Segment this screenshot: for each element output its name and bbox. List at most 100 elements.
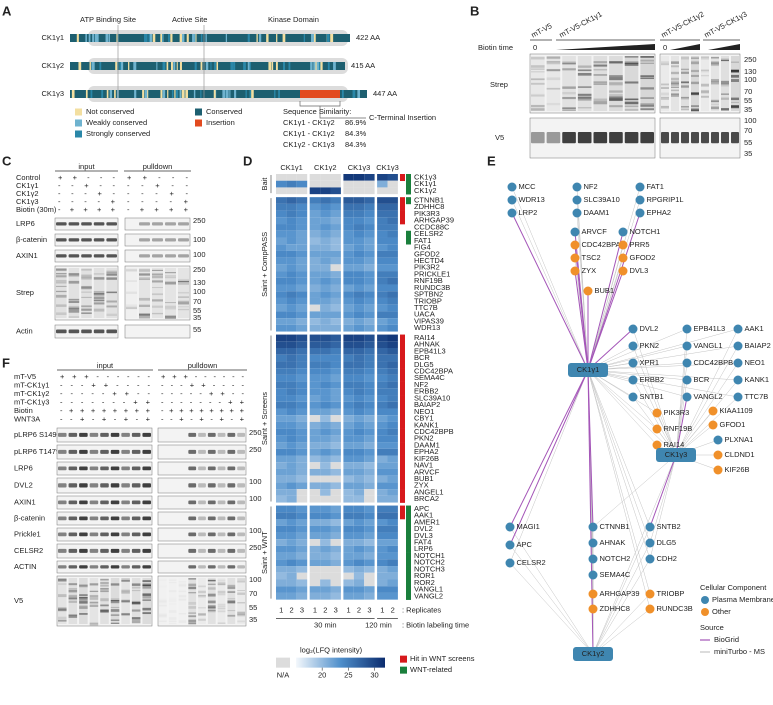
heatmap-cell (320, 297, 331, 305)
heatmap-cell (296, 442, 308, 449)
flag-wnt (406, 592, 411, 600)
heatmap-cell (286, 468, 297, 476)
gene-label: RUNDC3B (414, 283, 450, 292)
heatmap-cell (309, 197, 321, 204)
heatmap-cell (320, 428, 331, 436)
miniturbo-edge (675, 379, 688, 456)
heatmap-cell (364, 489, 375, 496)
heatmap-cell (309, 572, 321, 580)
heatmap-cell (343, 277, 354, 285)
blot-band (207, 432, 216, 437)
heatmap-cell (330, 257, 341, 265)
heatmap-cell (330, 230, 341, 238)
node-label: SEMA4C (600, 570, 631, 579)
conservation-stripe (181, 34, 185, 42)
mw-marker: 35 (744, 149, 752, 158)
group-label: Bait (260, 177, 269, 191)
blot-band (207, 607, 216, 609)
heatmap-cell (286, 421, 297, 429)
gene-label: CDC42BPB (414, 427, 454, 436)
blot-label: LRP6 (16, 219, 35, 228)
blot-smear (671, 56, 679, 111)
heatmap-cell (387, 505, 398, 513)
blot-band (81, 308, 92, 311)
heatmap-cell (343, 462, 354, 469)
heatmap-cell (377, 277, 388, 285)
replicate-label: 1 (313, 606, 317, 615)
gene-label: EPHA2 (414, 447, 439, 456)
heatmap-cell (330, 421, 341, 429)
gene-label: FAT1 (414, 236, 431, 245)
blot-band (93, 293, 105, 295)
blot-band (68, 238, 80, 242)
blot-band (609, 96, 623, 100)
heatmap-cell (309, 455, 321, 463)
blot-band (81, 274, 92, 278)
conservation-stripe (133, 62, 136, 70)
conservation-stripe (357, 90, 361, 98)
blot-band (237, 432, 245, 437)
heatmap-cell (377, 421, 388, 429)
flag-wnt (406, 174, 411, 182)
heatmap-cell (377, 408, 388, 416)
heatmap-cell (343, 361, 354, 369)
blot-band (106, 313, 117, 316)
conservation-stripe (160, 34, 163, 42)
heatmap-cell (286, 217, 297, 225)
network-node (682, 358, 692, 368)
flag-hit (400, 415, 405, 423)
heatmap-cell (353, 559, 365, 567)
blot-smear (106, 268, 117, 318)
heatmap-cell (330, 579, 341, 587)
heatmap-cell (330, 264, 341, 272)
blot-band (89, 532, 99, 537)
heatmap-cell (286, 408, 297, 416)
blot-band (227, 586, 236, 589)
blot-smear (531, 56, 545, 111)
blot-band (188, 483, 197, 488)
heatmap-cell (377, 237, 388, 245)
heatmap-cell (364, 482, 375, 490)
blot-band (152, 269, 163, 271)
blot-band (562, 68, 576, 71)
heatmap-cell (330, 210, 341, 218)
heatmap-cell (343, 545, 354, 553)
heatmap-cell (387, 361, 398, 369)
miniturbo-edge (592, 454, 677, 655)
blot-band (131, 432, 141, 437)
heatmap-cell (309, 468, 321, 476)
blot-band (198, 586, 206, 588)
mw-marker: 250 (249, 428, 262, 437)
heatmap-cell (343, 224, 354, 231)
heatmap-cell (320, 566, 331, 573)
blot-band (58, 608, 67, 612)
blot-band (609, 90, 623, 93)
flag-wnt (406, 532, 411, 540)
blot-band (227, 500, 236, 505)
blot-band (142, 565, 151, 569)
blot-smear (701, 56, 709, 111)
network-node (628, 392, 638, 402)
blot-smear (100, 578, 109, 624)
blot-band (142, 580, 151, 583)
heatmap-cell (343, 388, 354, 396)
blot-band (81, 222, 92, 226)
condition-signs: - - + - - (127, 181, 189, 190)
heatmap-cell (330, 197, 341, 204)
protein-bar (70, 90, 367, 98)
heatmap-cell (387, 455, 398, 463)
heatmap-cell (377, 482, 388, 490)
blot-band (178, 308, 189, 311)
heatmap-cell (296, 512, 308, 519)
mw-marker: 55 (744, 138, 752, 147)
mw-marker: 70 (249, 589, 257, 598)
blot-band (139, 316, 150, 319)
heatmap-cell (387, 230, 398, 238)
heatmap-cell (309, 415, 321, 422)
flag-hit (400, 468, 405, 476)
conservation-stripe (186, 34, 189, 42)
blot-band (121, 565, 130, 569)
heatmap-cell (353, 462, 365, 469)
blot-band (624, 105, 639, 107)
gene-label: UACA (414, 310, 435, 319)
